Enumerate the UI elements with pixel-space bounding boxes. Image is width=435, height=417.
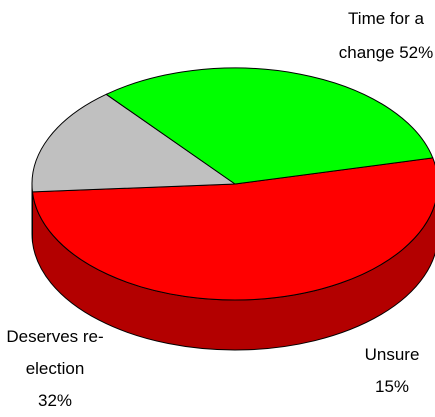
label-deserves-reelection-line-2: election: [26, 359, 85, 378]
label-time-for-a-change-line-1: Time for a: [348, 9, 424, 28]
label-unsure-line-2: 15%: [375, 377, 409, 396]
label-unsure-line-1: Unsure: [365, 345, 420, 364]
label-time-for-a-change-line-2: change 52%: [339, 43, 434, 62]
label-deserves-reelection-line-1: Deserves re-: [6, 327, 103, 346]
label-deserves-reelection-line-3: 32%: [38, 391, 72, 410]
pie-tops: [32, 68, 435, 300]
